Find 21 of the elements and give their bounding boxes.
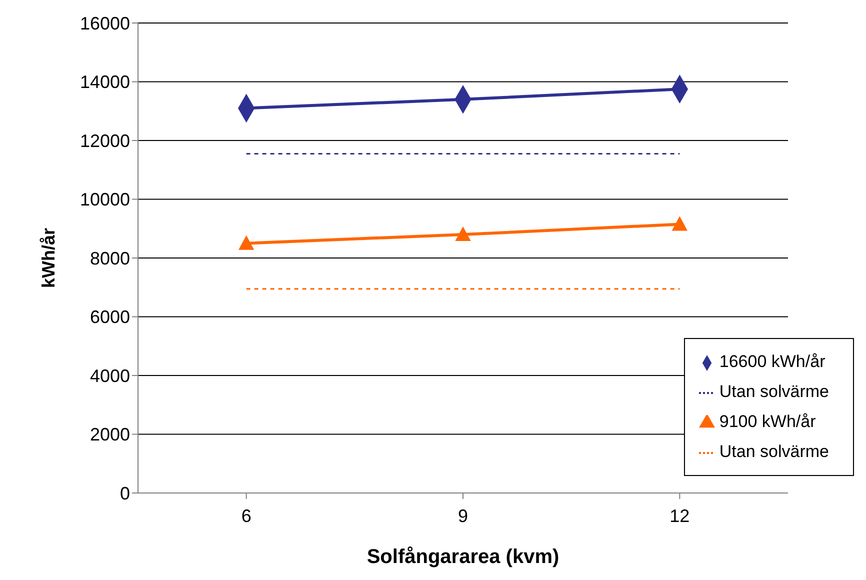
y-tick-label: 0 <box>120 483 130 504</box>
legend-label: Utan solvärme <box>719 442 829 461</box>
legend-label: 16600 kWh/år <box>719 352 826 371</box>
y-tick-label: 12000 <box>80 130 130 151</box>
legend-label: 9100 kWh/år <box>719 412 816 431</box>
y-tick-label: 4000 <box>90 366 130 386</box>
x-tick-label: 6 <box>241 506 252 526</box>
x-axis-title: Solfångararea (kvm) <box>366 546 560 568</box>
x-tick-label: 9 <box>458 506 468 526</box>
x-tick-label: 12 <box>670 506 690 526</box>
y-tick-label: 6000 <box>90 307 130 328</box>
y-tick-label: 8000 <box>90 248 130 268</box>
y-tick-label: 2000 <box>90 424 130 445</box>
y-tick-label: 14000 <box>80 72 130 92</box>
y-tick-label: 10000 <box>80 190 130 210</box>
point <box>672 216 688 231</box>
y-tick-label: 16000 <box>80 13 130 34</box>
y-axis-title: kWh/år <box>38 228 58 288</box>
point <box>238 236 254 250</box>
point <box>456 227 470 241</box>
legend-label: Utan solvärme <box>719 382 829 401</box>
